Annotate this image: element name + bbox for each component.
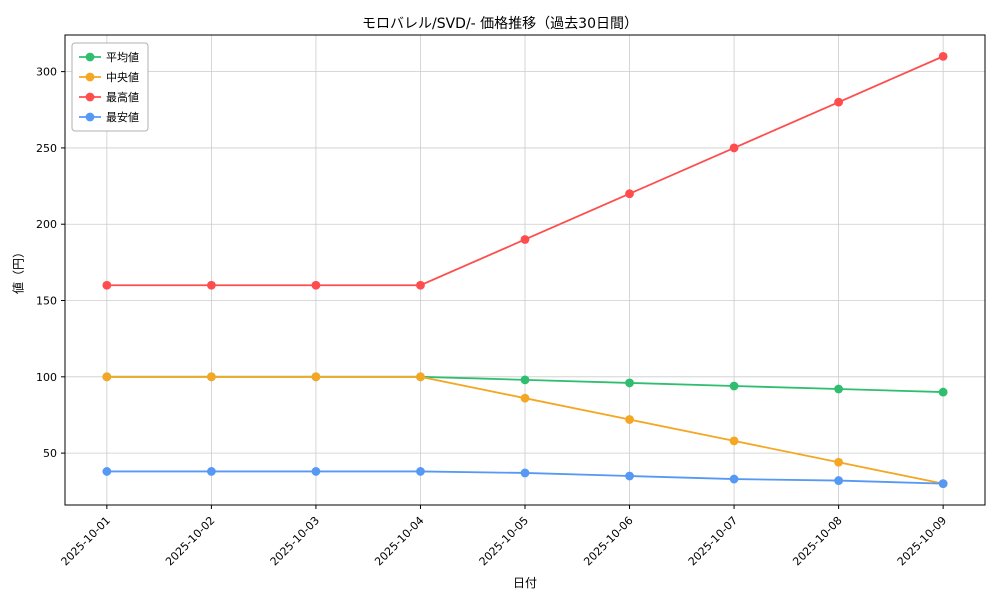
series-min-marker — [416, 467, 425, 476]
y-tick-label: 150 — [36, 295, 57, 308]
series-min-marker — [834, 476, 844, 485]
series-max-marker — [102, 280, 112, 290]
legend-item-average: 平均値 — [79, 50, 139, 64]
legend-swatch-marker-median — [85, 72, 95, 82]
series-min-marker — [311, 467, 321, 476]
series-min-marker — [102, 467, 112, 476]
series-max-marker — [416, 280, 425, 290]
x-tick-label: 2025-10-04 — [372, 514, 426, 568]
legend-swatch-marker-min — [85, 112, 95, 122]
x-tick-label: 2025-10-03 — [268, 514, 322, 568]
series-average-marker — [729, 381, 739, 391]
series-average-marker — [625, 378, 634, 388]
series-min-marker — [729, 474, 739, 484]
series-max-marker — [729, 143, 739, 153]
legend-label-median: 中央値 — [106, 71, 139, 84]
legend-swatch-marker-average — [85, 52, 95, 62]
series-median-marker — [311, 372, 321, 382]
legend-swatch-marker-max — [85, 92, 95, 102]
x-axis-label: 日付 — [512, 576, 537, 590]
series-max-marker — [206, 280, 216, 290]
legend-label-max: 最高値 — [106, 90, 139, 104]
legend-item-median: 中央値 — [79, 71, 139, 84]
series-min-marker — [625, 471, 634, 481]
x-tick-label: 2025-10-01 — [59, 514, 113, 568]
chart-title: モロバレル/SVD/- 価格推移（過去30日間） — [362, 16, 638, 32]
x-tick-label: 2025-10-02 — [163, 514, 217, 568]
series-max-marker — [938, 51, 948, 61]
series-average-marker — [938, 387, 948, 397]
series-median-marker — [206, 372, 216, 382]
series-median-marker — [416, 372, 425, 382]
series-max — [102, 51, 948, 290]
series-average-marker — [520, 375, 530, 385]
legend-label-average: 平均値 — [106, 50, 139, 64]
series-median-marker — [102, 372, 112, 382]
series-max-marker — [834, 97, 844, 107]
series-median-marker — [834, 457, 844, 467]
y-tick-label: 50 — [43, 447, 57, 460]
x-tick-label: 2025-10-05 — [477, 514, 531, 568]
series-min — [102, 467, 948, 489]
legend-frame — [71, 42, 149, 132]
y-tick-label: 300 — [36, 66, 57, 79]
x-tick-label: 2025-10-09 — [895, 514, 949, 568]
x-tick-label: 2025-10-08 — [790, 514, 844, 568]
series-max-marker — [311, 280, 321, 290]
y-tick-label: 100 — [36, 371, 57, 384]
series-median-marker — [625, 415, 634, 424]
y-tick-label: 250 — [36, 142, 57, 155]
series-min-marker — [520, 468, 530, 478]
legend-label-min: 最安値 — [106, 111, 139, 124]
series-min-marker — [938, 479, 948, 489]
series-min-marker — [206, 467, 216, 476]
x-tick-label: 2025-10-06 — [581, 514, 635, 568]
x-tick-label: 2025-10-07 — [686, 514, 740, 568]
legend-item-min: 最安値 — [79, 111, 139, 124]
series-max-marker — [625, 189, 634, 199]
series-median-marker — [520, 393, 530, 403]
series-average-marker — [834, 384, 844, 394]
series-max-marker — [520, 235, 530, 244]
legend-item-max: 最高値 — [79, 90, 139, 104]
series-median-marker — [729, 436, 739, 446]
y-tick-label: 200 — [36, 218, 57, 231]
y-axis-label: 値（円） — [11, 245, 26, 295]
